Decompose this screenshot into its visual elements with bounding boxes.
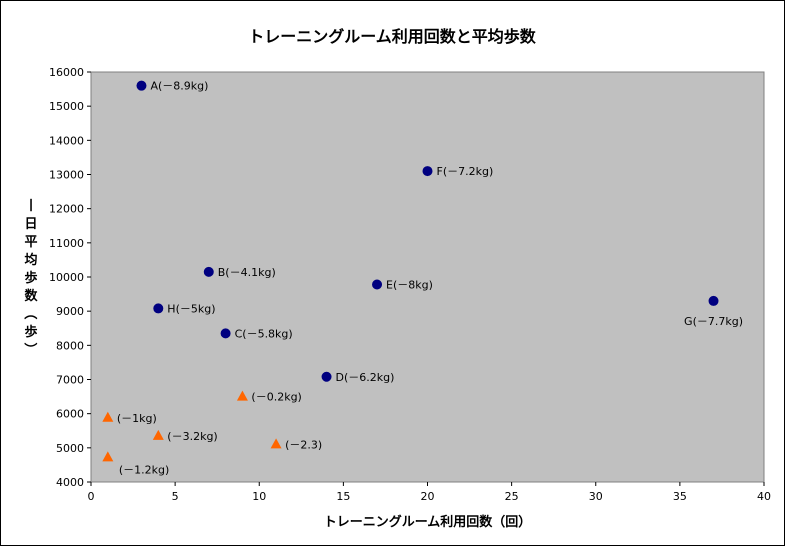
data-label: (－0.2kg)	[251, 391, 301, 404]
y-tick-label: 8000	[56, 339, 84, 352]
triangle-marker	[270, 438, 282, 449]
data-label: G(－7.7kg)	[684, 315, 743, 328]
y-tick-label: 9000	[56, 305, 84, 318]
y-axis-title-char: 歩	[24, 270, 37, 286]
y-tick-label: 6000	[56, 408, 84, 421]
circle-marker	[422, 166, 433, 177]
y-axis-title-char: 平	[24, 235, 37, 250]
triangle-marker	[152, 429, 164, 440]
circle-marker	[220, 328, 231, 339]
plot-area	[90, 71, 765, 483]
x-tick-label: 5	[172, 490, 179, 503]
data-label: H(－5kg)	[167, 302, 215, 315]
triangle-marker	[236, 390, 248, 401]
x-axis-title: トレーニングルーム利用回数（回）	[324, 514, 532, 530]
y-tick-label: 16000	[49, 66, 84, 79]
y-tick-label: 14000	[49, 134, 84, 147]
x-tick-label: 20	[421, 490, 435, 503]
x-tick-label: 0	[88, 490, 95, 503]
data-label: E(－8kg)	[386, 279, 433, 292]
x-tick-label: 25	[505, 490, 519, 503]
y-tick-label: 12000	[49, 203, 84, 216]
y-axis-title-char: ）	[22, 342, 38, 355]
data-label: (－3.2kg)	[167, 430, 217, 443]
data-label: (－2.3)	[285, 438, 322, 451]
y-tick-label: 5000	[56, 442, 84, 455]
y-tick-label: 11000	[49, 237, 84, 250]
y-axis-title-char: 数	[24, 288, 38, 304]
data-label: B(－4.1kg)	[218, 266, 276, 279]
y-axis-title-char: 日	[24, 217, 37, 232]
circle-marker	[136, 80, 147, 91]
data-label: D(－6.2kg)	[336, 371, 395, 384]
data-label: (－1.2kg)	[119, 463, 169, 476]
y-axis-ticks: 4000 5000 6000 7000 8000 9000 10000 11000 12000 1…	[49, 66, 91, 489]
y-axis-title-char: 一	[22, 198, 37, 211]
x-tick-label: 15	[336, 490, 350, 503]
data-points: A(－8.9kg) F(－7.2kg) B(－4.1kg) E(－8kg) G(－7.7…	[102, 80, 743, 476]
triangle-marker	[102, 411, 114, 422]
chart-title: トレーニングルーム利用回数と平均歩数	[248, 27, 537, 46]
y-axis-title-char: （	[22, 306, 38, 319]
y-tick-label: 7000	[56, 374, 84, 387]
y-axis-title-char: 歩	[24, 324, 37, 340]
y-tick-label: 4000	[56, 476, 84, 489]
x-axis-ticks: 0 5 10 15 20 25 30 35 40	[88, 482, 771, 503]
x-tick-label: 30	[589, 490, 603, 503]
circle-marker	[372, 279, 383, 290]
x-tick-label: 10	[252, 490, 266, 503]
circle-marker	[321, 371, 332, 382]
circle-marker	[153, 303, 164, 314]
y-tick-label: 13000	[49, 169, 84, 182]
x-tick-label: 35	[673, 490, 687, 503]
y-tick-label: 10000	[49, 271, 84, 284]
data-label: (－1kg)	[117, 412, 157, 425]
data-label: C(－5.8kg)	[235, 327, 293, 340]
triangle-marker	[102, 451, 114, 462]
data-label: F(－7.2kg)	[437, 165, 494, 178]
x-tick-label: 40	[757, 490, 771, 503]
circle-marker	[203, 266, 214, 277]
circle-marker	[708, 295, 719, 306]
y-tick-label: 15000	[49, 100, 84, 113]
data-label: A(－8.9kg)	[150, 80, 208, 93]
y-axis-title-char: 均	[24, 252, 37, 268]
